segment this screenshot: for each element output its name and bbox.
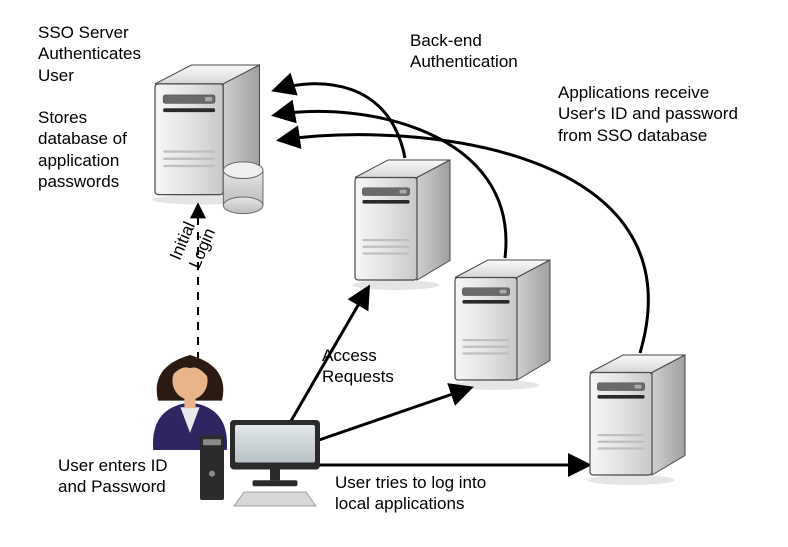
- sso-server-label: SSO Server Authenticates User Stores dat…: [38, 22, 141, 192]
- diagram-stage: SSO Server Authenticates User Stores dat…: [0, 0, 788, 547]
- sso_server-icon: [152, 65, 263, 214]
- app_server_3-icon: [588, 355, 686, 485]
- edge-req2: [290, 388, 470, 450]
- backend-auth-label: Back-end Authentication: [410, 30, 518, 73]
- user-enters-label: User enters ID and Password: [58, 455, 168, 498]
- edge-back3: [280, 135, 648, 353]
- user-tries-label: User tries to log into local application…: [335, 472, 486, 515]
- access-requests-label: Access Requests: [322, 345, 394, 388]
- apps-receive-label: Applications receive User's ID and passw…: [558, 82, 738, 146]
- edge-back2: [275, 111, 506, 258]
- app_server_2-icon: [453, 260, 551, 390]
- workstation-icon: [200, 420, 320, 506]
- app_server_1-icon: [353, 160, 451, 290]
- user-icon: [153, 355, 227, 450]
- edge-back1: [275, 84, 405, 158]
- initial-login-label: Initial Login: [165, 217, 220, 272]
